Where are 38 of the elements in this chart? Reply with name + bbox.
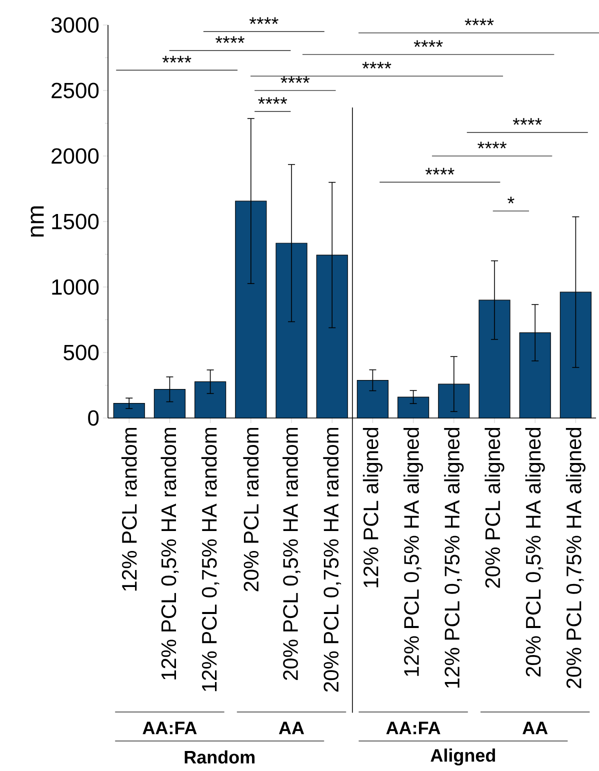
annotation: **** [258, 97, 288, 104]
annotation: **** [414, 40, 443, 47]
x-tick-label: 20% PCL aligned [484, 428, 504, 588]
x-tick-label: 20% PCL random [243, 428, 259, 592]
x-tick-label: 12% PCL 0,75% HA random [201, 428, 220, 692]
text: AA [278, 722, 304, 734]
x-tick-label: 12% PCL 0,75% HA aligned [444, 428, 464, 688]
annotation: **** [512, 118, 542, 125]
text: AA [522, 722, 548, 734]
x-tick-label: 20% PCL 0,75% HA aligned [566, 428, 586, 688]
text: **** [249, 17, 278, 24]
text: AA:FA [142, 722, 197, 734]
text: Random [184, 750, 254, 764]
x-tick-label: 12% PCL random [121, 428, 137, 591]
annotation: **** [425, 168, 454, 175]
x-tick-label: 20% PCL 0,5% HA random [282, 428, 300, 680]
y-tick-label: 500 [64, 344, 99, 360]
annotation: * [508, 196, 514, 204]
y-tick-label: 3000 [51, 17, 99, 33]
x-tick-label: 20% PCL 0,75% HA random [323, 428, 342, 692]
y-tick-label: 0 [88, 410, 99, 426]
x-tick-label: 12% PCL 0,5% HA random [160, 428, 179, 680]
y-tick-label: 1000 [52, 279, 99, 295]
annotation: **** [216, 36, 244, 43]
x-tick-label: 12% PCL aligned [362, 428, 382, 588]
x-tick-label: 20% PCL 0,5% HA aligned [525, 428, 545, 676]
y-axis-title: nm [30, 206, 44, 237]
text: Aligned [430, 748, 496, 766]
annotation: **** [162, 56, 192, 63]
y-tick-label: 2500 [52, 82, 99, 98]
y-tick-label: 2000 [52, 148, 99, 164]
annotation: **** [362, 62, 392, 68]
annotation: **** [464, 18, 494, 26]
y-tick-label: 1500 [52, 214, 99, 230]
annotation: **** [280, 76, 310, 83]
annotation: **** [478, 142, 507, 148]
text: AA:FA [386, 722, 440, 734]
x-tick-label: 12% PCL 0,5% HA aligned [404, 428, 424, 676]
